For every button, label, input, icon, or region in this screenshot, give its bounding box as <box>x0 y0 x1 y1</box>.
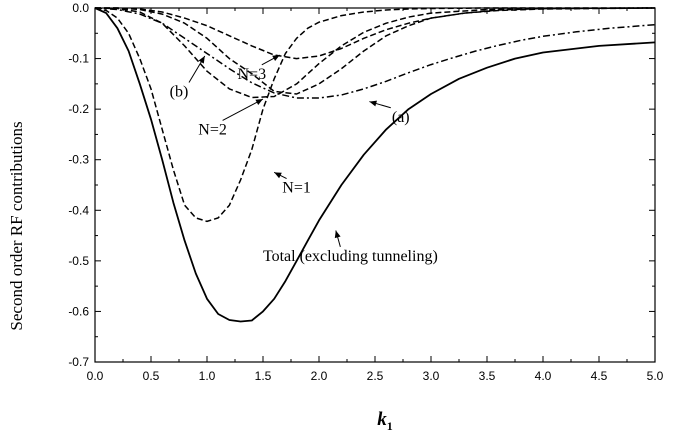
x-tick-label: 0.0 <box>87 369 104 383</box>
series-line-bcurve <box>95 7 656 60</box>
annotation-arrowhead <box>334 230 341 239</box>
series-line-acurve <box>94 7 656 99</box>
series-layer <box>94 7 656 323</box>
x-tick-label: 1.0 <box>199 369 216 383</box>
annotation-label: (b) <box>170 84 189 101</box>
annotation-label: N=3 <box>238 66 267 83</box>
plot-area <box>94 7 656 363</box>
annotation-arrowhead <box>272 55 280 61</box>
annotation-arrowhead <box>255 99 263 105</box>
y-tick-label: -0.4 <box>68 203 89 217</box>
annotation-label: N=1 <box>282 180 311 197</box>
plot-frame <box>94 7 656 363</box>
series-line-n1 <box>94 7 655 223</box>
y-tick-label: -0.1 <box>68 52 89 66</box>
x-tick-label: 0.5 <box>143 369 160 383</box>
axis-layer: 0.0 0.5 1.0 1.5 2.0 2.5 3.0 3.5 4.0 4.5 5.0 0.0 -0.1… <box>68 1 663 383</box>
x-tick-label: 3.0 <box>423 369 440 383</box>
x-tick-label: 5.0 <box>647 369 664 383</box>
annotation-arrowhead <box>369 100 377 107</box>
x-tick-label: 2.0 <box>311 369 328 383</box>
y-tick-label: -0.5 <box>68 254 89 268</box>
annotation-layer: (b) N=3 N=2 N=1 (a) Total (excluding tunnelin… <box>170 54 438 265</box>
x-axis-title-subscript: 1 <box>387 419 393 433</box>
x-tick-label: 1.5 <box>255 369 272 383</box>
y-tick-label: -0.7 <box>68 355 89 369</box>
x-tick-label: 4.0 <box>535 369 552 383</box>
annotation-arrow-line <box>222 98 264 121</box>
y-tick-label: 0.0 <box>72 1 89 15</box>
y-tick-label: -0.6 <box>68 304 89 318</box>
y-tick-label: -0.3 <box>68 153 89 167</box>
annotation-arrowhead <box>274 172 282 179</box>
y-axis-title: Second order RF contributions <box>7 121 26 330</box>
annotation-arrowhead <box>198 56 205 64</box>
series-line-total <box>94 7 656 323</box>
x-tick-label: 4.5 <box>591 369 608 383</box>
annotation-label: Total (excluding tunneling) <box>263 248 438 265</box>
x-axis-title: k1 <box>377 409 393 433</box>
x-tick-label: 2.5 <box>367 369 384 383</box>
annotation-label: N=2 <box>198 121 227 138</box>
annotation-label: (a) <box>392 109 410 126</box>
y-tick-label: -0.2 <box>68 102 89 116</box>
x-axis-title-main: k <box>377 409 387 430</box>
x-tick-label: 3.5 <box>479 369 496 383</box>
series-line-n3 <box>95 7 656 95</box>
